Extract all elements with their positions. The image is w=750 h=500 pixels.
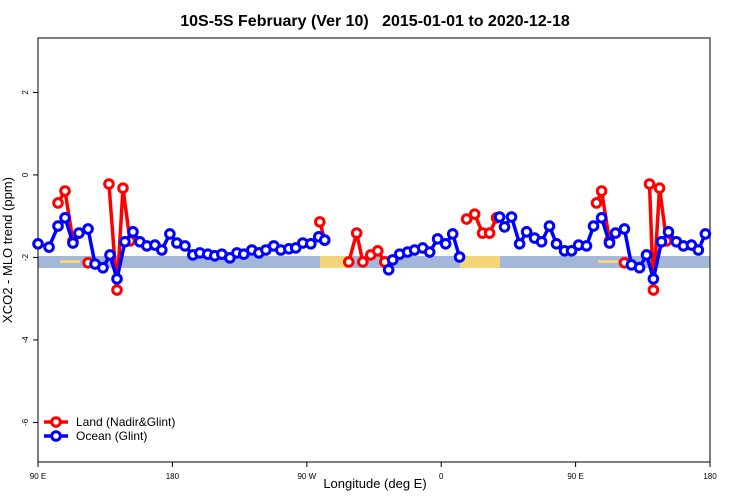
data-point <box>119 235 131 248</box>
data-point <box>155 244 168 256</box>
data-point <box>423 246 436 258</box>
y-tick-label: 0 <box>21 172 30 177</box>
data-point <box>318 234 331 246</box>
data-point <box>439 238 452 250</box>
data-point <box>103 178 115 190</box>
data-point <box>587 220 600 232</box>
data-point <box>699 228 712 240</box>
data-point <box>313 216 326 228</box>
data-point <box>565 245 578 257</box>
plot-frame <box>37 37 711 463</box>
land-strip <box>320 256 350 268</box>
data-point <box>595 212 608 224</box>
legend-marker <box>50 430 62 442</box>
data-point <box>52 220 64 232</box>
data-point <box>543 220 556 232</box>
data-point <box>692 244 705 256</box>
data-point <box>483 227 496 239</box>
data-point <box>647 284 660 296</box>
data-point <box>513 238 526 250</box>
x-tick-label: 90 E <box>30 472 46 481</box>
data-point <box>305 238 317 250</box>
land-strip <box>598 260 618 263</box>
data-point <box>43 241 55 253</box>
y-tick-label: -6 <box>21 418 30 426</box>
data-point <box>603 237 616 249</box>
legend-label: Ocean (Glint) <box>76 429 147 443</box>
y-tick-label: -4 <box>21 336 30 344</box>
data-point <box>32 238 44 250</box>
data-point <box>550 238 563 250</box>
data-point <box>73 227 85 239</box>
data-point <box>460 213 473 225</box>
data-point <box>653 182 666 194</box>
data-point <box>67 237 79 249</box>
x-tick-label: 180 <box>703 472 717 481</box>
data-point <box>618 223 631 235</box>
data-point <box>111 284 123 296</box>
data-point <box>643 178 656 190</box>
series-line <box>498 215 707 281</box>
data-point <box>59 212 71 224</box>
x-tick-label: 0 <box>439 472 444 481</box>
y-axis-label: XCO2 - MLO trend (ppm) <box>0 177 15 323</box>
data-point <box>164 228 176 240</box>
data-point <box>580 240 593 252</box>
data-point <box>127 226 139 238</box>
data-point <box>590 197 603 209</box>
data-point <box>498 221 511 233</box>
data-point <box>52 197 64 209</box>
data-point <box>357 256 369 268</box>
x-tick-label: 180 <box>166 472 180 481</box>
data-point <box>493 211 506 223</box>
data-point <box>431 233 444 245</box>
chart-title: 10S-5S February (Ver 10) 2015-01-01 to 2… <box>180 13 570 30</box>
land-strip <box>460 256 500 268</box>
x-tick-label: 90 W <box>297 472 316 481</box>
data-point <box>662 226 675 238</box>
data-point <box>520 226 533 238</box>
data-point <box>655 235 668 248</box>
data-point <box>97 261 109 274</box>
data-point <box>179 240 191 252</box>
data-point <box>104 249 116 261</box>
data-point <box>640 249 653 261</box>
data-point <box>453 251 466 263</box>
legend-marker <box>50 416 62 428</box>
data-point <box>117 182 129 194</box>
x-axis-label: Longitude (deg E) <box>323 476 426 491</box>
data-point <box>595 185 608 197</box>
data-point <box>342 256 355 268</box>
data-point <box>609 227 622 239</box>
data-point <box>82 223 94 235</box>
data-point <box>505 211 518 223</box>
data-point <box>535 235 548 248</box>
data-point <box>350 227 363 239</box>
data-point <box>382 263 395 276</box>
legend-label: Land (Nadir&Glint) <box>76 415 175 429</box>
y-tick-label: -2 <box>21 253 30 261</box>
y-tick-label: 2 <box>21 90 30 95</box>
data-point <box>111 273 123 285</box>
data-point <box>371 245 384 257</box>
data-point <box>468 208 481 220</box>
data-point <box>633 261 646 274</box>
data-point <box>386 254 399 266</box>
x-tick-label: 90 E <box>567 472 583 481</box>
data-point <box>446 228 459 240</box>
land-strip <box>60 260 80 263</box>
data-point <box>59 185 71 197</box>
data-point <box>647 273 660 285</box>
